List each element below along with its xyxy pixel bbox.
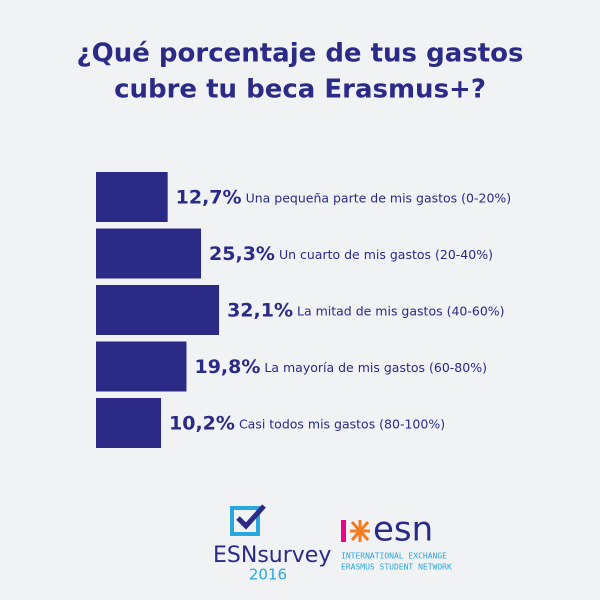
bar: [96, 228, 202, 279]
category-label: Una pequeña parte de mis gastos (0-20%): [246, 191, 512, 206]
logo-bar: [341, 520, 346, 542]
value-label: 10,2%: [169, 413, 235, 435]
logo-line: INTERNATIONAL EXCHANGE: [341, 552, 447, 561]
logo-line: ERASMUS STUDENT NETWORK: [341, 563, 452, 572]
category-label: Casi todos mis gastos (80-100%): [239, 417, 445, 432]
logo-text: esn: [373, 510, 433, 550]
value-label: 12,7%: [176, 187, 242, 209]
bar: [96, 398, 162, 448]
bar: [96, 285, 220, 335]
survey-logo: ESNsurvey 2016: [213, 504, 331, 584]
value-label: 25,3%: [209, 243, 275, 265]
logo-year: 2016: [249, 566, 287, 584]
value-label: 32,1%: [227, 300, 293, 322]
category-label: La mitad de mis gastos (40-60%): [297, 304, 505, 319]
esn-logo: esn INTERNATIONAL EXCHANGE ERASMUS STUDE…: [341, 510, 452, 572]
category-label: La mayoría de mis gastos (60-80%): [264, 360, 487, 375]
logo-star: [350, 520, 370, 542]
bar: [96, 172, 168, 222]
chart-title: cubre tu beca Erasmus+?: [114, 75, 486, 105]
category-label: Un cuarto de mis gastos (20-40%): [279, 247, 493, 262]
logo-check: [236, 504, 266, 530]
bar: [96, 341, 187, 392]
logo-box: [230, 506, 260, 536]
logo-text: ESNsurvey: [213, 543, 331, 568]
chart-title: ¿Qué porcentaje de tus gastos: [77, 39, 524, 69]
value-label: 19,8%: [194, 356, 260, 378]
